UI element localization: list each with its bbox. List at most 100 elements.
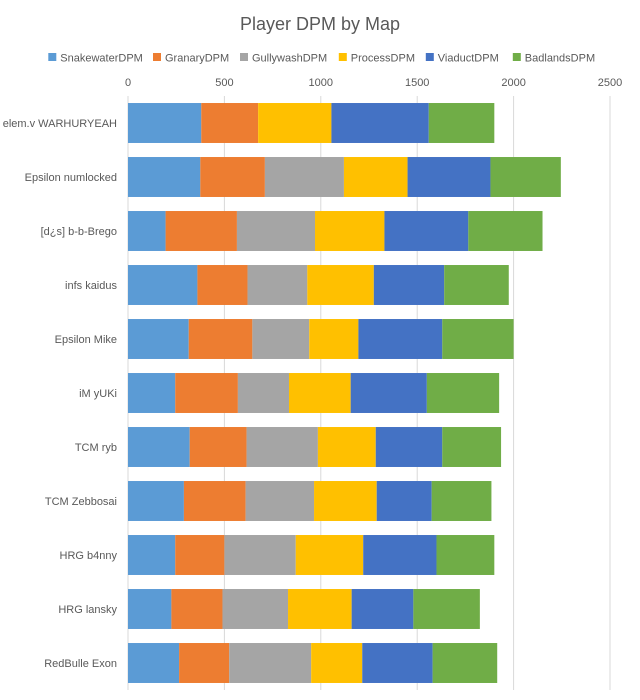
legend-swatch-granarydpm [153, 53, 161, 61]
bar-segment-snakewaterdpm-5 [128, 373, 176, 413]
bar-segment-snakewaterdpm-4 [128, 319, 189, 359]
bar-segment-snakewaterdpm-8 [128, 535, 176, 575]
x-tick-label: 0 [125, 77, 131, 89]
bar-segment-granarydpm-2 [165, 211, 237, 251]
bar-segment-viaductdpm-8 [363, 535, 437, 575]
bar-segment-granarydpm-0 [201, 103, 259, 143]
bar-segment-snakewaterdpm-1 [128, 157, 201, 197]
bar-segment-snakewaterdpm-10 [128, 643, 180, 683]
category-label: HRG lansky [58, 604, 117, 616]
bar-segment-gullywashdpm-4 [252, 319, 310, 359]
category-label: Epsilon numlocked [25, 172, 117, 184]
bar-segment-snakewaterdpm-9 [128, 589, 172, 629]
legend-label-processdpm: ProcessDPM [351, 53, 415, 65]
x-tick-label: 2000 [501, 77, 525, 89]
bar-segment-viaductdpm-7 [376, 481, 432, 521]
bar-segment-viaductdpm-1 [407, 157, 491, 197]
bar-segment-processdpm-6 [317, 427, 376, 467]
bar-segment-gullywashdpm-3 [247, 265, 308, 305]
category-label: TCM ryb [75, 442, 117, 454]
bar-segment-badlandsdpm-10 [432, 643, 498, 683]
bar-segment-viaductdpm-9 [351, 589, 414, 629]
bar-segment-processdpm-3 [307, 265, 374, 305]
bar-segment-viaductdpm-5 [350, 373, 427, 413]
bar-segment-processdpm-10 [311, 643, 363, 683]
bar-segment-granarydpm-6 [189, 427, 247, 467]
bar-segment-badlandsdpm-5 [426, 373, 500, 413]
bars [128, 103, 561, 683]
category-label: Epsilon Mike [55, 334, 117, 346]
bar-segment-granarydpm-7 [183, 481, 246, 521]
legend-swatch-gullywashdpm [240, 53, 248, 61]
legend-swatch-badlandsdpm [512, 53, 521, 61]
bar-segment-snakewaterdpm-2 [128, 211, 166, 251]
bar-segment-processdpm-8 [295, 535, 364, 575]
bar-segment-viaductdpm-3 [373, 265, 445, 305]
bar-segment-snakewaterdpm-6 [128, 427, 190, 467]
category-label: infs kaidus [65, 280, 117, 292]
x-tick-label: 1500 [405, 77, 429, 89]
bar-segment-viaductdpm-4 [358, 319, 443, 359]
bar-segment-granarydpm-9 [171, 589, 223, 629]
legend-swatch-processdpm [338, 53, 347, 61]
bar-segment-granarydpm-3 [197, 265, 248, 305]
bar-segment-granarydpm-4 [188, 319, 253, 359]
category-label: [d¿s] b-b-Brego [41, 226, 117, 238]
bar-segment-processdpm-9 [288, 589, 352, 629]
bar-segment-gullywashdpm-7 [245, 481, 315, 521]
bar-segment-viaductdpm-6 [375, 427, 443, 467]
x-tick-label: 2500 [598, 77, 622, 89]
category-label: elem.v WARHURYEAH [3, 118, 117, 130]
bar-segment-viaductdpm-0 [331, 103, 429, 143]
bar-segment-processdpm-0 [258, 103, 332, 143]
bar-segment-badlandsdpm-3 [444, 265, 509, 305]
bar-segment-badlandsdpm-7 [431, 481, 492, 521]
bar-segment-granarydpm-5 [175, 373, 238, 413]
bar-segment-processdpm-5 [288, 373, 351, 413]
legend-swatch-snakewaterdpm [48, 53, 57, 61]
bar-segment-badlandsdpm-1 [490, 157, 561, 197]
bar-segment-gullywashdpm-9 [222, 589, 289, 629]
legend-label-gullywashdpm: GullywashDPM [252, 53, 327, 65]
bar-segment-gullywashdpm-8 [224, 535, 296, 575]
bar-segment-processdpm-7 [314, 481, 377, 521]
legend-swatch-viaductdpm [425, 53, 434, 61]
bar-segment-gullywashdpm-6 [246, 427, 318, 467]
category-label: iM yUKi [79, 388, 117, 400]
legend-label-badlandsdpm: BadlandsDPM [525, 53, 595, 65]
x-tick-label: 1000 [309, 77, 333, 89]
bar-segment-gullywashdpm-2 [236, 211, 316, 251]
bar-segment-viaductdpm-10 [362, 643, 433, 683]
legend-label-snakewaterdpm: SnakewaterDPM [60, 53, 143, 65]
category-label: RedBulle Exon [44, 658, 117, 670]
bar-segment-gullywashdpm-1 [264, 157, 344, 197]
bar-segment-processdpm-2 [315, 211, 385, 251]
bar-segment-viaductdpm-2 [384, 211, 469, 251]
x-axis-ticks: 0 500 1000 1500 2000 2500 [125, 77, 622, 89]
bar-segment-badlandsdpm-2 [468, 211, 543, 251]
category-label: TCM Zebbosai [45, 496, 117, 508]
bar-segment-snakewaterdpm-7 [128, 481, 184, 521]
bar-segment-gullywashdpm-5 [237, 373, 289, 413]
y-axis-categories: elem.v WARHURYEAH Epsilon numlocked [d¿s] … [3, 118, 118, 670]
bar-segment-processdpm-1 [343, 157, 408, 197]
bar-segment-processdpm-4 [309, 319, 359, 359]
legend: SnakewaterDPM GranaryDPM GullywashDPM Proce… [48, 53, 595, 65]
bar-segment-granarydpm-1 [200, 157, 265, 197]
chart-title: Player DPM by Map [240, 14, 400, 34]
bar-segment-badlandsdpm-0 [428, 103, 495, 143]
bar-segment-badlandsdpm-8 [436, 535, 495, 575]
bar-segment-granarydpm-8 [175, 535, 225, 575]
legend-label-viaductdpm: ViaductDPM [438, 53, 499, 65]
bar-segment-badlandsdpm-4 [442, 319, 514, 359]
category-label: HRG b4nny [60, 550, 118, 562]
bar-segment-gullywashdpm-10 [229, 643, 312, 683]
bar-segment-snakewaterdpm-3 [128, 265, 198, 305]
bar-segment-badlandsdpm-9 [413, 589, 480, 629]
legend-label-granarydpm: GranaryDPM [165, 53, 229, 65]
bar-segment-granarydpm-10 [179, 643, 230, 683]
bar-segment-snakewaterdpm-0 [128, 103, 202, 143]
x-tick-label: 500 [215, 77, 233, 89]
